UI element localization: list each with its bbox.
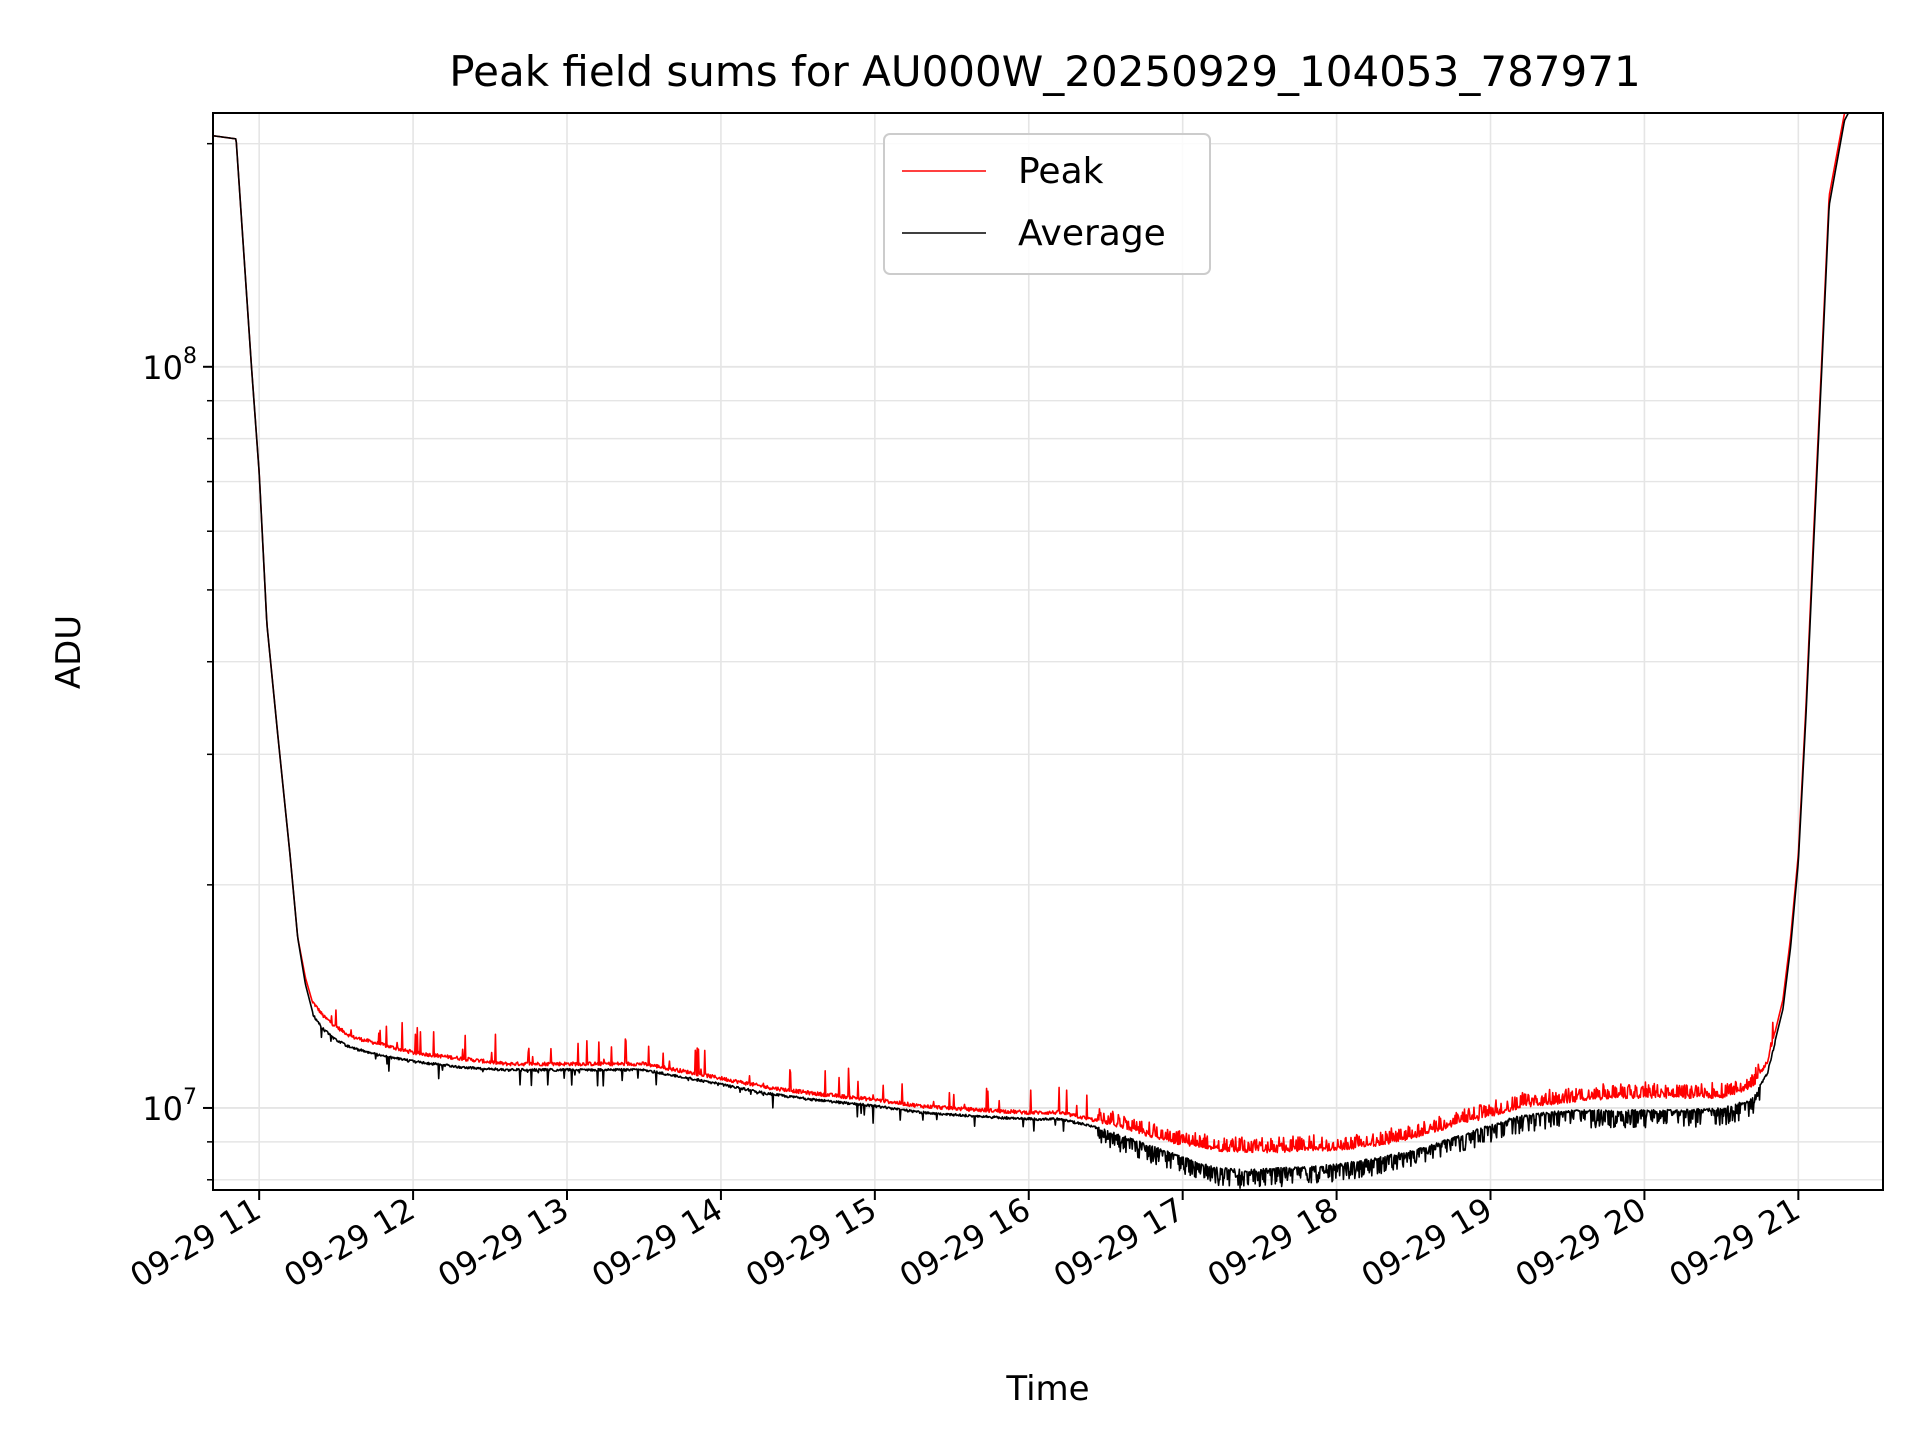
x-axis-label: Time: [1005, 1369, 1089, 1409]
series-line-average: [213, 113, 1850, 1189]
series-layer: [213, 113, 1850, 1189]
series-line-peak: [213, 113, 1846, 1154]
grid: [213, 113, 1883, 1190]
chart-title: Peak field sums for AU000W_20250929_1040…: [449, 47, 1640, 96]
plot-area: [213, 113, 1883, 1190]
legend-box: [883, 133, 1211, 275]
y-tick-label: 108: [142, 344, 197, 387]
y-axis-label: ADU: [49, 615, 89, 689]
y-tick-label: 107: [142, 1085, 197, 1128]
legend-label-peak: Peak: [1018, 151, 1104, 192]
plot-frame: [212, 112, 1884, 1191]
legend-label-average: Average: [1018, 213, 1166, 254]
legend: Peak Average: [883, 133, 1211, 275]
